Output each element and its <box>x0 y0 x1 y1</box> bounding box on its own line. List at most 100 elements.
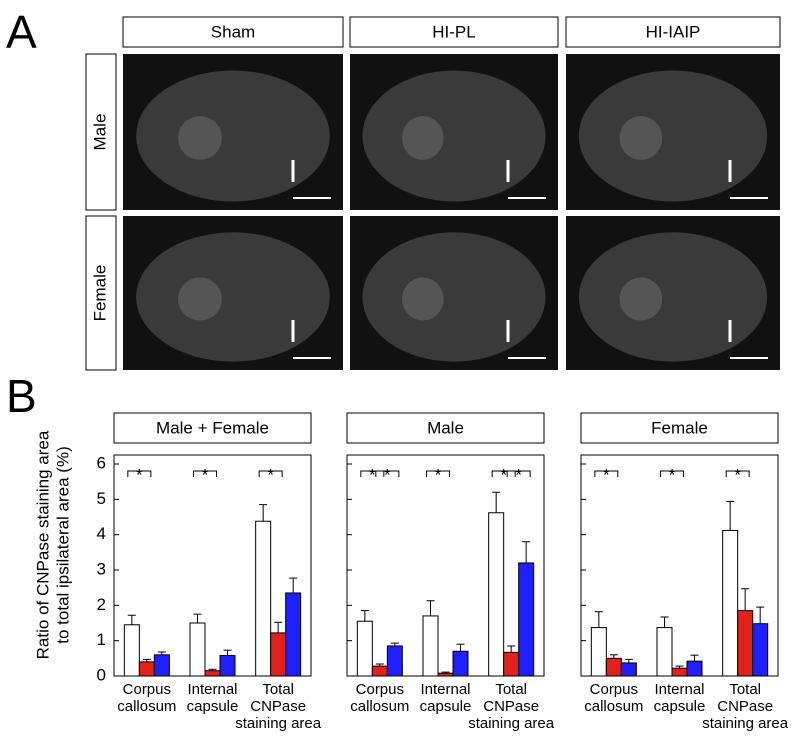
row-header-box <box>85 215 117 371</box>
title-box <box>346 412 545 444</box>
brain-detail <box>619 277 663 321</box>
y-tick-label: 1 <box>97 630 106 649</box>
x-tick-label: callosum <box>117 698 176 715</box>
significance-label: * <box>603 465 610 484</box>
y-axis-label: to total ipsilateral area (%) <box>53 446 72 643</box>
x-tick-label: callosum <box>584 698 643 715</box>
significance-label: * <box>734 465 741 484</box>
brain-section <box>578 70 768 202</box>
y-tick-label: 5 <box>97 489 106 508</box>
significance-bracket <box>660 470 684 477</box>
significance-bracket <box>127 470 152 477</box>
bar <box>518 562 535 677</box>
column-header: Sham <box>211 22 255 41</box>
bar <box>386 645 403 677</box>
column-header: HI-PL <box>432 22 475 41</box>
bar <box>153 654 170 677</box>
x-tick-label: Total <box>495 681 527 698</box>
x-tick-label: staining area <box>235 715 322 732</box>
x-tick-label: Corpus <box>123 681 171 698</box>
brain-detail <box>178 116 222 160</box>
column-header: HI-IAIP <box>646 22 701 41</box>
bar <box>437 672 454 677</box>
bar <box>752 623 769 677</box>
bar <box>686 660 703 677</box>
chart-title: Male <box>427 418 464 437</box>
x-tick-label: capsule <box>420 698 472 715</box>
significance-label: * <box>267 465 274 484</box>
column-header-box <box>122 16 344 48</box>
y-tick-label: 0 <box>97 665 106 684</box>
brain-detail <box>178 277 222 321</box>
bar <box>590 627 607 677</box>
significance-bracket <box>426 470 450 477</box>
y-tick-label: 4 <box>97 524 106 543</box>
title-box <box>113 412 312 444</box>
brain-detail <box>402 277 444 321</box>
bar <box>219 655 236 677</box>
bar <box>371 665 388 677</box>
significance-bracket <box>594 470 619 477</box>
column-header-box <box>565 16 781 48</box>
plot-frame <box>346 454 545 677</box>
panel-label: A <box>6 6 37 58</box>
x-tick-label: callosum <box>350 698 409 715</box>
x-tick-label: Corpus <box>356 681 404 698</box>
x-tick-label: Total <box>262 681 294 698</box>
brain-section <box>362 70 546 202</box>
significance-bracket <box>491 470 516 477</box>
x-tick-label: Internal <box>654 681 704 698</box>
column-header-box <box>349 16 559 48</box>
significance-bracket <box>506 470 531 477</box>
significance-bracket <box>193 470 217 477</box>
x-tick-label: capsule <box>187 698 239 715</box>
brain-section <box>578 232 768 362</box>
significance-bracket <box>258 470 283 477</box>
y-tick-label: 3 <box>97 559 106 578</box>
bar <box>656 627 673 677</box>
bar <box>452 650 469 677</box>
row-header: Female <box>90 265 109 322</box>
significance-label: * <box>369 465 376 484</box>
significance-bracket <box>375 470 400 477</box>
significance-label: * <box>202 465 209 484</box>
brain-section <box>136 232 330 362</box>
row-header: Male <box>90 114 109 151</box>
bar <box>671 667 688 677</box>
bar <box>204 670 221 677</box>
y-axis-label: Ratio of CNPase staining area <box>33 430 52 659</box>
bar <box>620 662 637 677</box>
bar <box>422 615 439 677</box>
x-tick-label: CNPase <box>483 698 539 715</box>
x-tick-label: staining area <box>468 715 555 732</box>
significance-label: * <box>500 465 507 484</box>
brain-detail <box>619 116 663 160</box>
y-tick-label: 2 <box>97 595 106 614</box>
row-header-box <box>85 53 117 211</box>
bar <box>737 610 754 677</box>
x-tick-label: Corpus <box>590 681 638 698</box>
chart-title: Female <box>651 418 708 437</box>
brain-detail <box>402 116 444 160</box>
significance-label: * <box>435 465 442 484</box>
x-tick-label: capsule <box>654 698 706 715</box>
bar <box>270 632 287 677</box>
bar <box>123 624 140 677</box>
bar <box>722 529 739 677</box>
panel-label: B <box>6 370 37 422</box>
bar <box>285 592 302 677</box>
bar <box>255 520 272 677</box>
significance-bracket <box>725 470 750 477</box>
bar <box>605 657 622 677</box>
x-tick-label: staining area <box>702 715 789 732</box>
title-box <box>580 412 779 444</box>
significance-label: * <box>515 465 522 484</box>
bar <box>356 620 373 677</box>
x-tick-label: Internal <box>420 681 470 698</box>
significance-bracket <box>360 470 385 477</box>
significance-label: * <box>384 465 391 484</box>
x-tick-label: Internal <box>187 681 237 698</box>
chart-title: Male + Female <box>156 418 269 437</box>
x-tick-label: CNPase <box>717 698 773 715</box>
